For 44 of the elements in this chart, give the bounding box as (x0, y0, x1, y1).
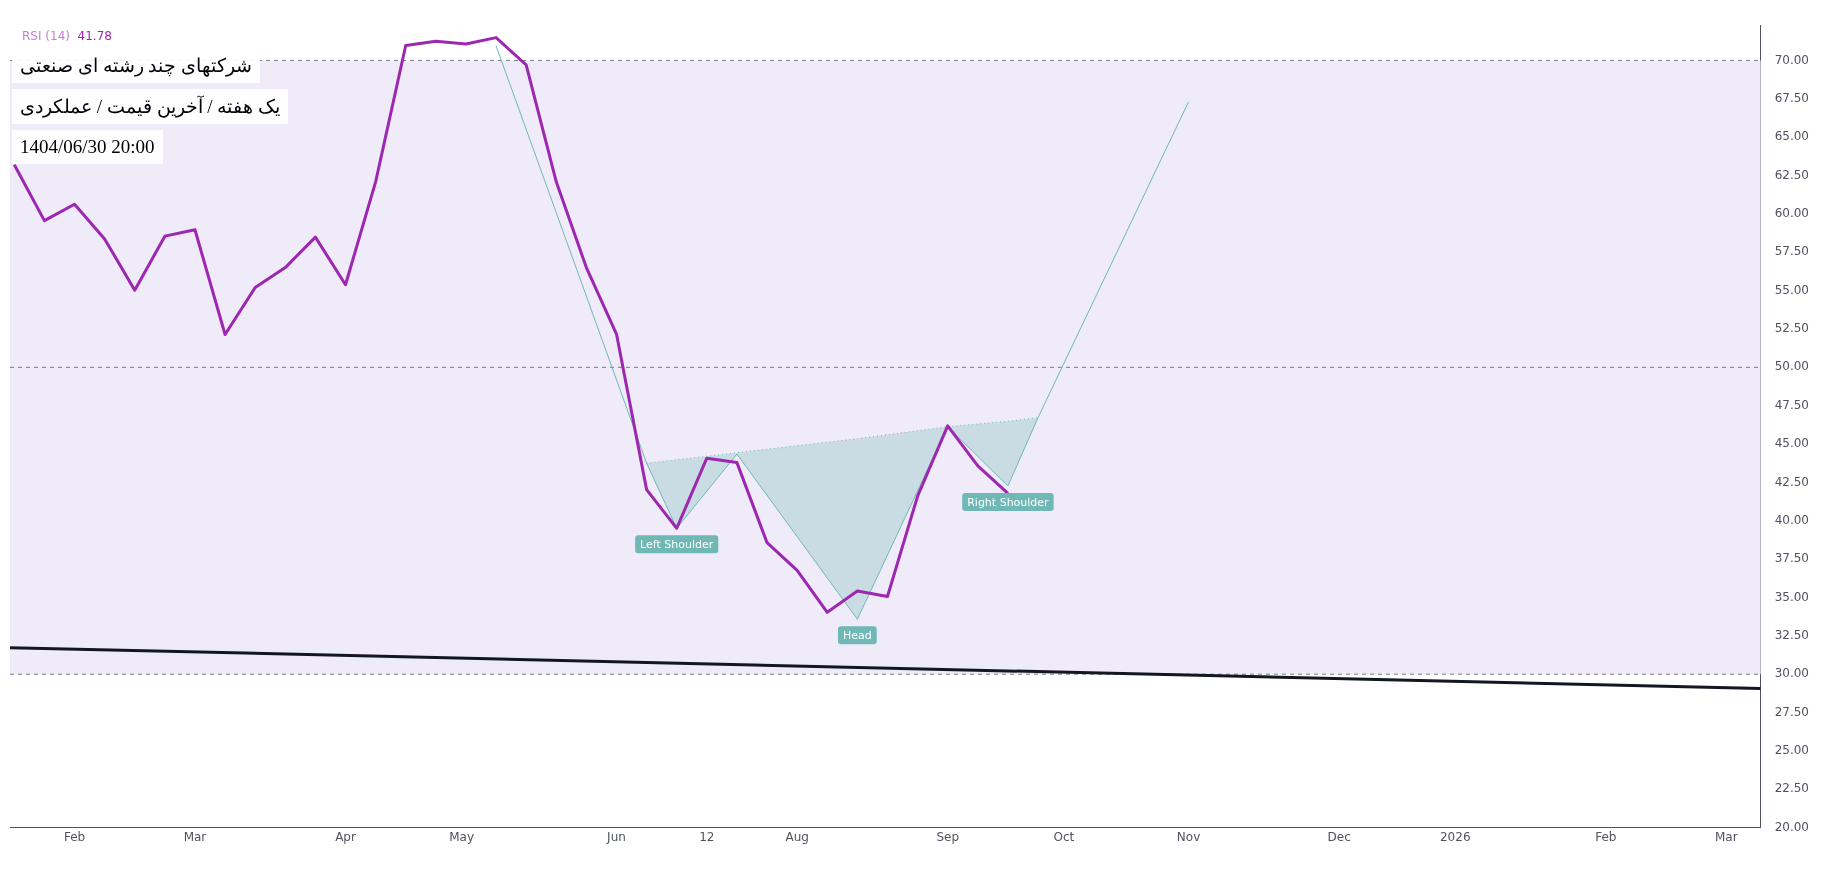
y-tick-label: 50.00 (1774, 359, 1810, 374)
text: شرکتهای چند رشته ای صنعتی (12, 48, 260, 83)
y-tick-label: 52.50 (1774, 321, 1810, 336)
y-tick-label: 32.50 (1774, 627, 1810, 642)
y-tick-label: 45.00 (1774, 436, 1810, 451)
annotation: 41.78 (77, 29, 112, 44)
y-tick-label: 42.50 (1774, 474, 1810, 489)
line-series (646, 417, 1039, 464)
y-tick-label: 27.50 (1774, 704, 1810, 719)
y-tick-label: 62.50 (1774, 167, 1810, 182)
x-tick-label: Apr (335, 829, 356, 844)
y-tick-label: 47.50 (1774, 397, 1810, 412)
x-tick-label: Aug (785, 829, 809, 844)
x-tick-label: Oct (1053, 829, 1075, 844)
y-tick-label: 40.00 (1774, 512, 1810, 527)
y-tick-label: 25.00 (1774, 743, 1810, 758)
x-tick-label: Dec (1327, 829, 1351, 844)
y-tick-label: 22.50 (1774, 781, 1810, 796)
y-tick-label: 67.50 (1774, 90, 1810, 105)
annotation: Left Shoulder (640, 538, 714, 552)
y-tick-label: 30.00 (1774, 666, 1810, 681)
y-tick-label: 60.00 (1774, 206, 1810, 221)
x-tick-label: Mar (1714, 829, 1738, 844)
x-tick-label: Nov (1176, 829, 1201, 844)
y-tick-label: 70.00 (1774, 52, 1810, 67)
x-tick-label: Jun (606, 829, 626, 844)
y-tick-label: 57.50 (1774, 244, 1810, 259)
y-tick-label: 35.00 (1774, 589, 1810, 604)
x-tick-label: Mar (183, 829, 207, 844)
x-tick-label: Feb (63, 829, 86, 844)
x-tick-label: Sep (936, 829, 960, 844)
y-tick-label: 55.00 (1774, 282, 1810, 297)
x-tick-label: May (449, 829, 475, 844)
annotation: Head (842, 629, 872, 643)
annotation: 1404/06/30 20:00 (12, 130, 163, 164)
text: RSI (14) (22, 29, 70, 44)
y-tick-label: 20.00 (1774, 819, 1810, 834)
annotation: Right Shoulder (967, 495, 1050, 509)
y-tick-label: 65.00 (1774, 129, 1810, 144)
text: یک هفته / آخرین قیمت / عملکردی (12, 89, 289, 124)
x-tick-label: 2026 (1439, 829, 1471, 844)
x-tick-label: 12 (699, 829, 715, 844)
y-tick-label: 37.50 (1774, 551, 1810, 566)
x-tick-label: Feb (1595, 829, 1617, 844)
